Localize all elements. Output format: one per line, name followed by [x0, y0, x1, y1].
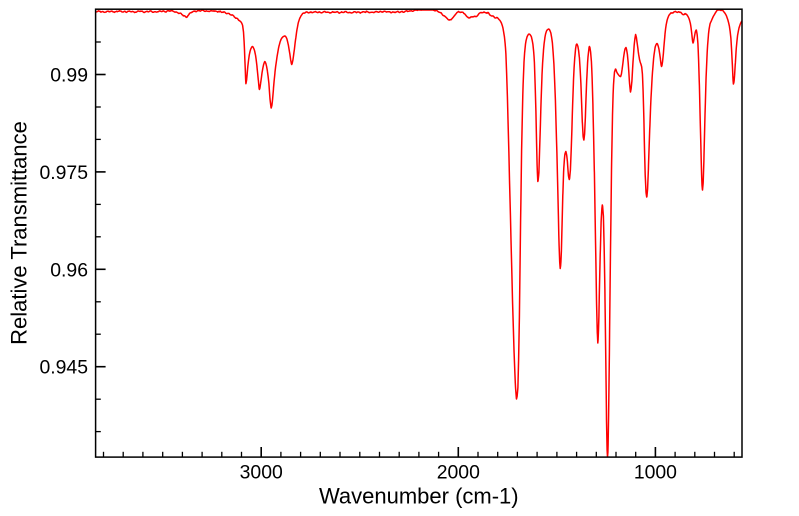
svg-text:Relative Transmittance: Relative Transmittance — [7, 121, 32, 345]
svg-text:0.975: 0.975 — [39, 162, 88, 184]
svg-text:0.945: 0.945 — [39, 357, 88, 379]
svg-text:3000: 3000 — [240, 462, 283, 484]
svg-text:0.99: 0.99 — [50, 65, 88, 87]
svg-text:2000: 2000 — [437, 462, 480, 484]
svg-text:Wavenumber (cm-1): Wavenumber (cm-1) — [319, 483, 519, 508]
svg-text:1000: 1000 — [634, 462, 677, 484]
svg-text:0.96: 0.96 — [50, 259, 88, 281]
